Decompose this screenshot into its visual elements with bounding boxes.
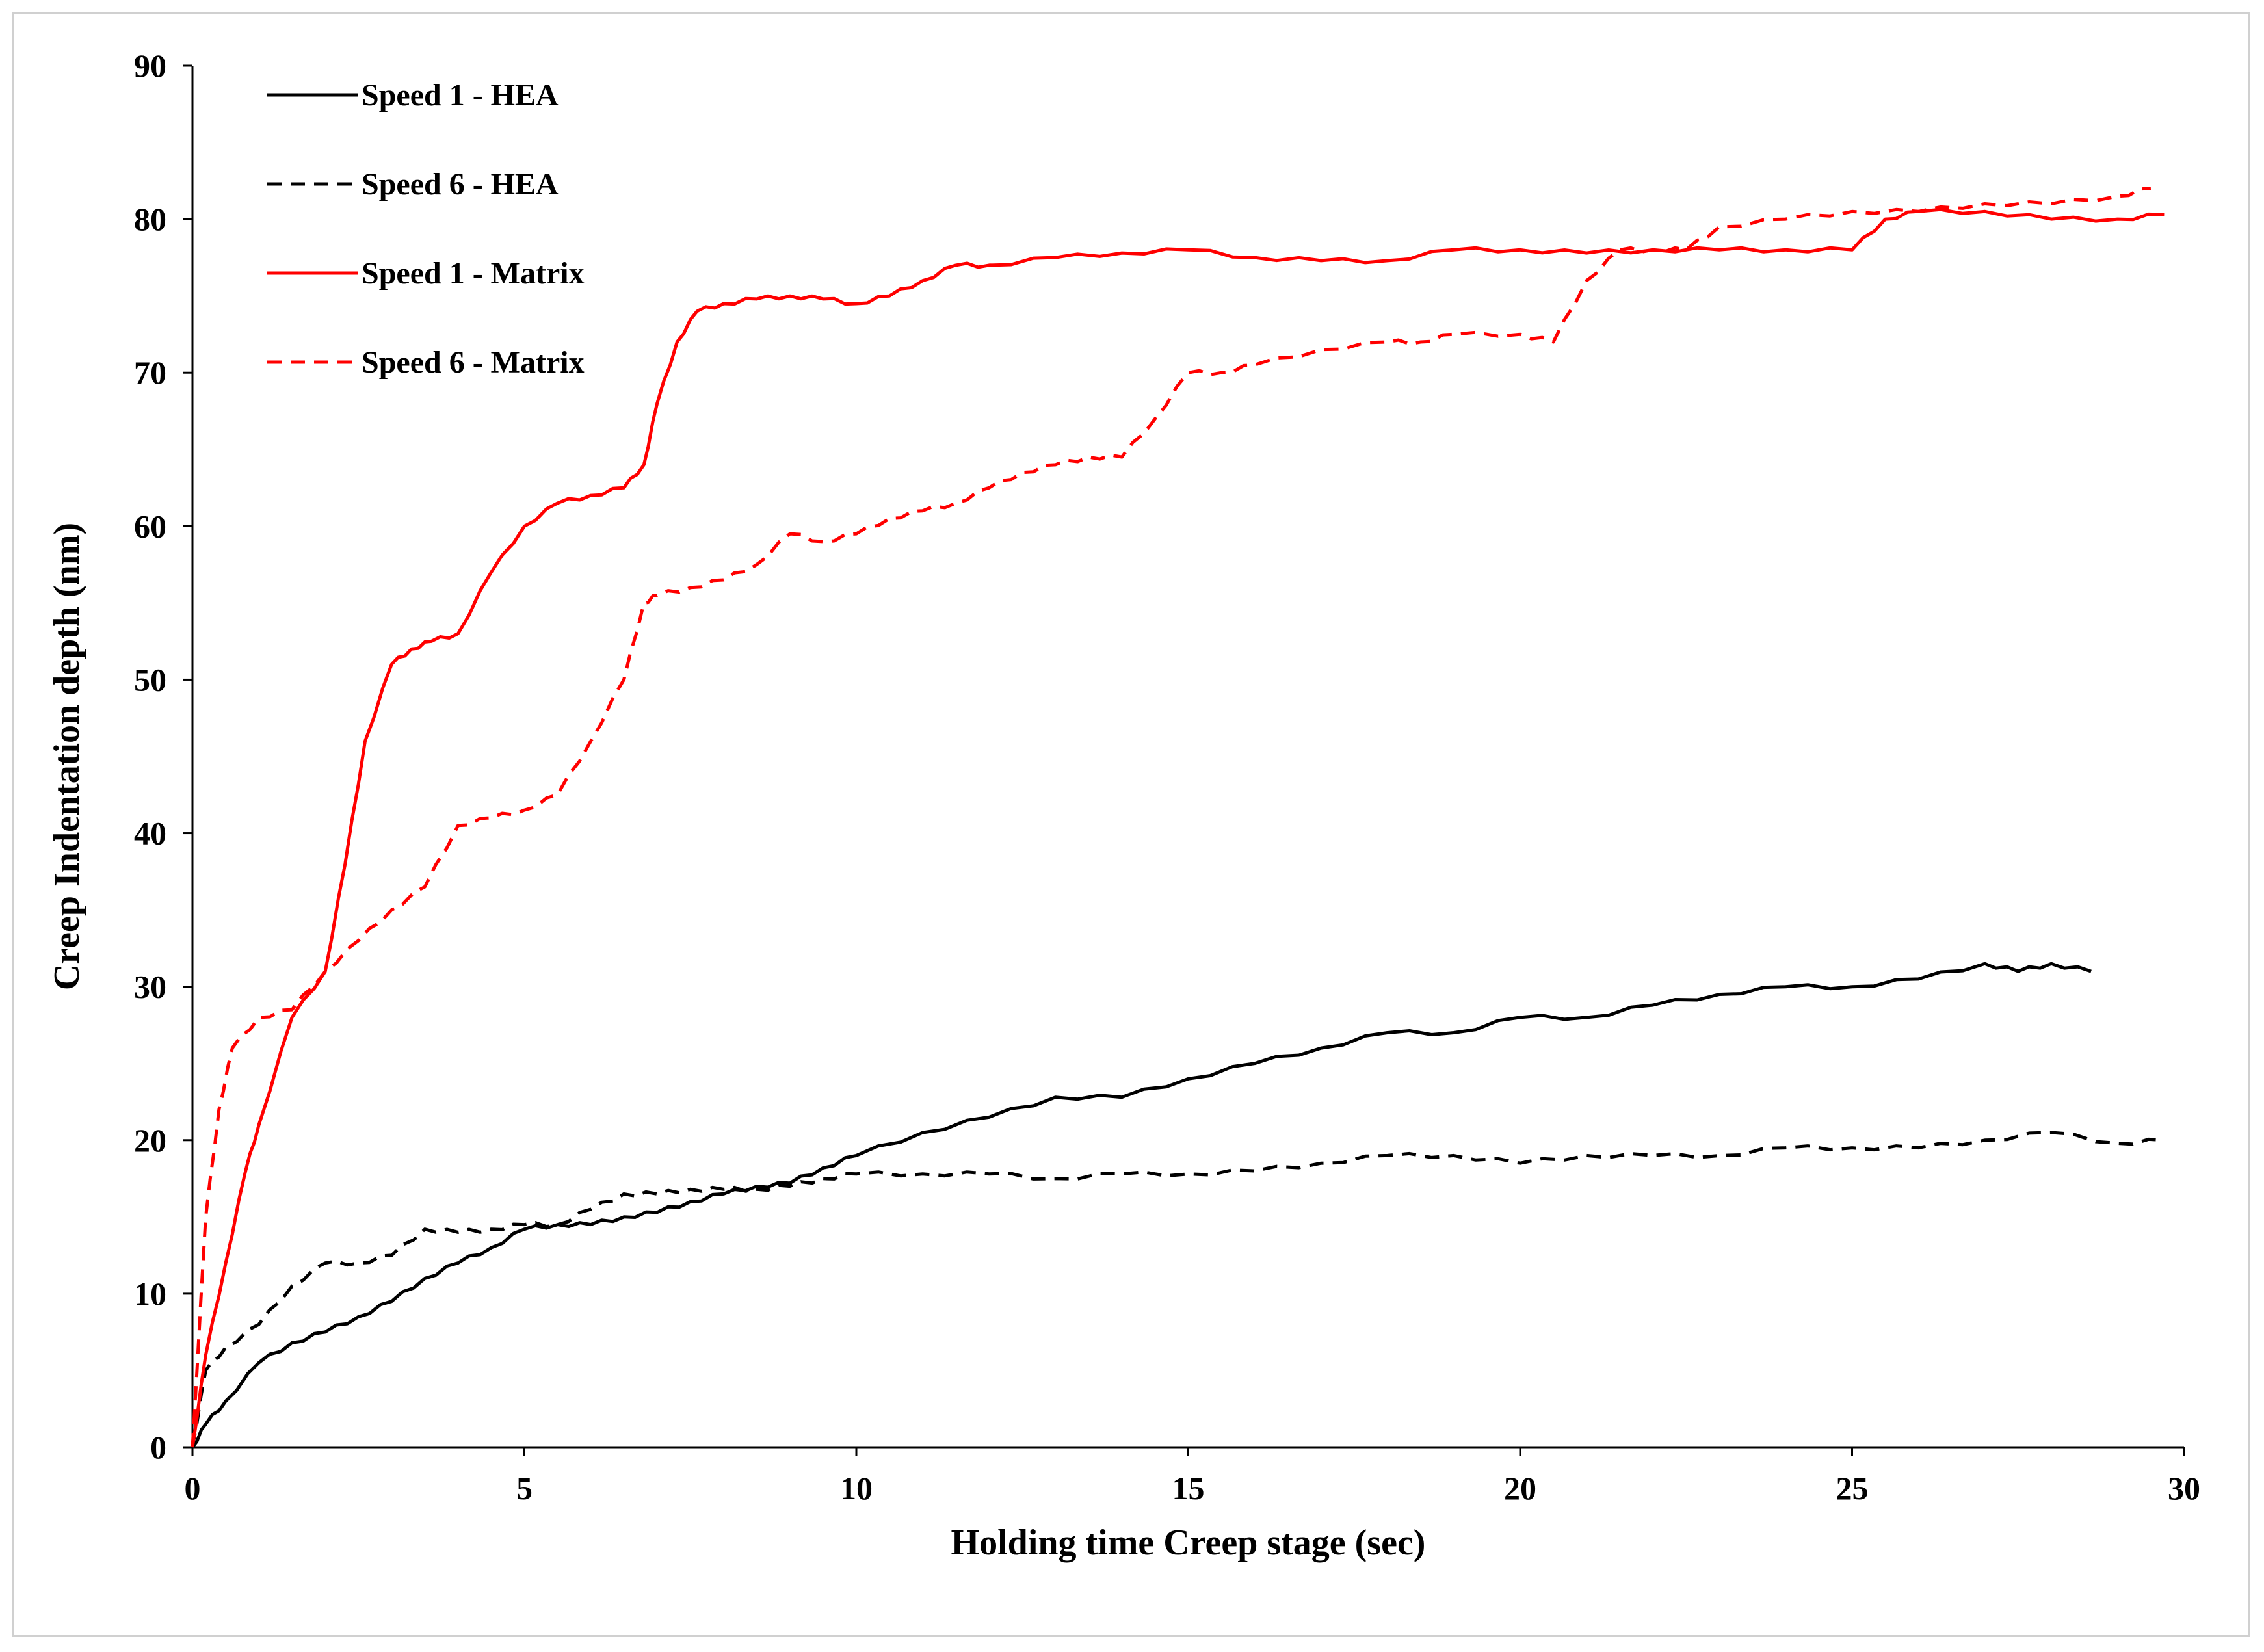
y-tick-label: 40 bbox=[134, 815, 166, 852]
y-axis-title: Creep Indentation depth (nm) bbox=[47, 523, 87, 990]
x-tick-label: 20 bbox=[1504, 1470, 1536, 1506]
y-tick-label: 10 bbox=[134, 1276, 166, 1312]
x-axis-title: Holding time Creep stage (sec) bbox=[951, 1523, 1426, 1563]
legend-label: Speed 1 - HEA bbox=[362, 78, 559, 112]
y-tick-label: 60 bbox=[134, 508, 166, 544]
series-speed-6-matrix-line bbox=[191, 187, 2152, 1448]
y-tick-label: 20 bbox=[134, 1122, 166, 1159]
y-tick-label: 0 bbox=[150, 1429, 166, 1465]
x-tick-label: 0 bbox=[185, 1470, 201, 1506]
series-speed-1-matrix-line bbox=[191, 207, 2165, 1448]
y-tick-label: 80 bbox=[134, 201, 166, 237]
x-tick-label: 15 bbox=[1172, 1470, 1205, 1506]
chart-frame: 0 10 20 30 40 50 60 70 80 90 0 5 10 15 20 25 30 Speed 1 … bbox=[12, 12, 2250, 1637]
x-tick-label: 30 bbox=[2168, 1470, 2200, 1506]
x-tick-label: 25 bbox=[1836, 1470, 1869, 1506]
series-layer bbox=[191, 187, 2165, 1449]
x-tick-label: 5 bbox=[516, 1470, 533, 1506]
x-tick-label: 10 bbox=[840, 1470, 873, 1506]
legend-label: Speed 1 - Matrix bbox=[362, 256, 585, 291]
y-tick-label: 70 bbox=[134, 354, 166, 391]
legend-label: Speed 6 - Matrix bbox=[362, 345, 585, 380]
legend: Speed 1 - HEA Speed 6 - HEA Speed 1 - Matr… bbox=[267, 78, 585, 380]
legend-label: Speed 6 - HEA bbox=[362, 167, 559, 202]
tick-labels: 0 10 20 30 40 50 60 70 80 90 0 5 10 15 20 25 30 bbox=[134, 47, 2200, 1506]
axes bbox=[183, 64, 2185, 1456]
series-speed-1-hea-line bbox=[191, 962, 2092, 1449]
series-speed-6-hea-line bbox=[191, 1131, 2165, 1448]
y-tick-label: 30 bbox=[134, 969, 166, 1005]
y-tick-label: 50 bbox=[134, 661, 166, 698]
y-tick-label: 90 bbox=[134, 47, 166, 84]
creep-depth-chart: 0 10 20 30 40 50 60 70 80 90 0 5 10 15 20 25 30 Speed 1 … bbox=[47, 47, 2200, 1563]
